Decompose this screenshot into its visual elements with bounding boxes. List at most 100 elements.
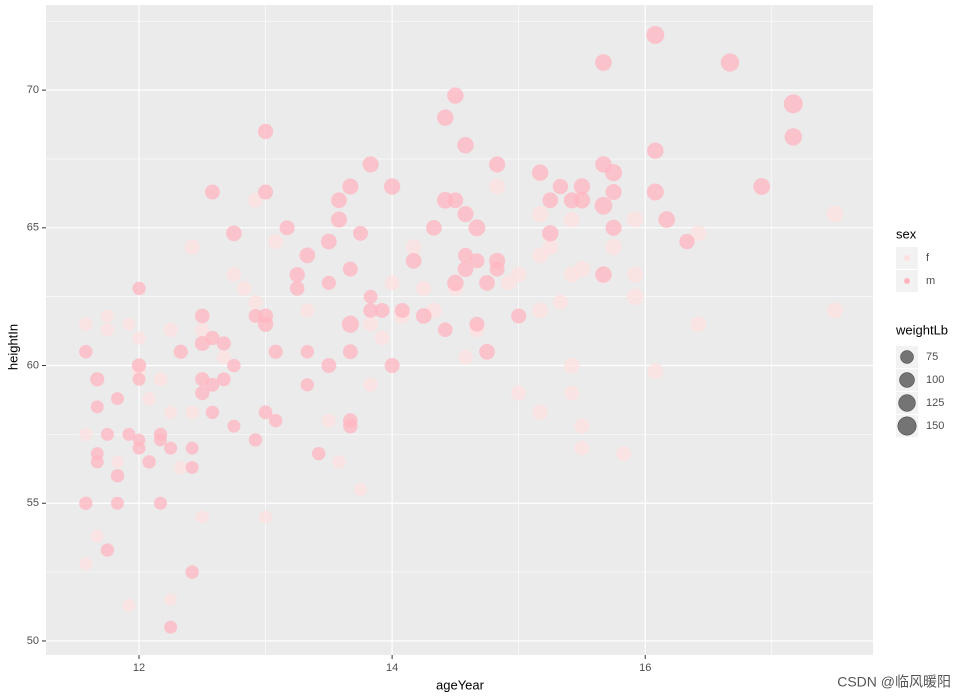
point bbox=[154, 496, 168, 510]
point bbox=[647, 142, 664, 159]
point bbox=[300, 378, 315, 392]
point bbox=[627, 211, 644, 228]
point bbox=[542, 239, 559, 255]
point bbox=[573, 178, 591, 195]
point bbox=[542, 192, 559, 209]
point bbox=[574, 440, 590, 456]
point bbox=[164, 620, 178, 634]
point bbox=[164, 405, 178, 419]
point bbox=[679, 233, 695, 250]
point bbox=[90, 529, 104, 543]
point bbox=[384, 275, 400, 291]
point bbox=[532, 404, 548, 421]
point bbox=[690, 316, 707, 333]
point bbox=[479, 343, 495, 360]
point bbox=[321, 275, 336, 291]
point bbox=[511, 308, 527, 324]
point bbox=[352, 225, 368, 241]
point bbox=[142, 455, 156, 469]
x-tick-label: 16 bbox=[639, 662, 651, 674]
point bbox=[132, 372, 146, 386]
y-axis-title: heightIn bbox=[5, 324, 20, 370]
legend-title: sex bbox=[896, 226, 917, 241]
point bbox=[131, 358, 147, 373]
point bbox=[100, 309, 114, 323]
x-axis-title: ageYear bbox=[436, 677, 485, 692]
point bbox=[111, 455, 124, 469]
point bbox=[658, 211, 676, 228]
point bbox=[405, 253, 422, 269]
point bbox=[405, 239, 422, 255]
point bbox=[342, 344, 358, 360]
point bbox=[574, 418, 590, 434]
point bbox=[132, 433, 146, 447]
point bbox=[79, 557, 93, 571]
point bbox=[595, 266, 612, 283]
point bbox=[216, 350, 231, 365]
point bbox=[205, 330, 220, 346]
point bbox=[458, 349, 473, 365]
size-legend-label: 150 bbox=[926, 420, 944, 432]
size-legend-swatch bbox=[897, 416, 917, 436]
point bbox=[720, 53, 740, 72]
size-legend-label: 75 bbox=[926, 351, 938, 363]
size-legend-swatch bbox=[900, 350, 914, 364]
point bbox=[363, 289, 378, 304]
point bbox=[457, 261, 474, 277]
point bbox=[79, 317, 93, 331]
point bbox=[154, 433, 168, 447]
point bbox=[289, 281, 305, 296]
point bbox=[510, 266, 527, 283]
point bbox=[79, 427, 93, 441]
point bbox=[247, 192, 263, 208]
legend-swatch bbox=[904, 255, 910, 261]
point bbox=[690, 225, 707, 242]
point bbox=[415, 308, 432, 324]
legend-swatch bbox=[904, 278, 910, 284]
point bbox=[204, 184, 220, 200]
point bbox=[289, 266, 305, 283]
point bbox=[248, 309, 263, 323]
point bbox=[268, 413, 283, 428]
point bbox=[827, 302, 843, 319]
point bbox=[783, 94, 803, 114]
point bbox=[185, 405, 199, 420]
point bbox=[122, 427, 136, 441]
point bbox=[331, 192, 347, 209]
point bbox=[469, 316, 485, 332]
point bbox=[100, 323, 115, 337]
point bbox=[447, 192, 464, 209]
point bbox=[458, 247, 474, 263]
point bbox=[447, 274, 464, 292]
point bbox=[258, 405, 273, 420]
point bbox=[489, 261, 505, 277]
point bbox=[532, 302, 549, 319]
panel bbox=[46, 5, 873, 655]
point bbox=[573, 192, 591, 209]
point bbox=[531, 164, 549, 181]
point bbox=[353, 482, 367, 496]
point bbox=[248, 433, 263, 447]
point bbox=[605, 183, 622, 201]
point bbox=[300, 345, 315, 359]
point bbox=[564, 385, 580, 401]
point bbox=[489, 156, 506, 173]
point bbox=[195, 510, 209, 524]
point bbox=[563, 211, 580, 228]
point bbox=[342, 261, 358, 277]
point bbox=[268, 344, 283, 359]
point bbox=[195, 322, 210, 337]
size-legend-title: weightLb bbox=[895, 322, 948, 337]
y-tick-label: 55 bbox=[27, 497, 39, 509]
point bbox=[194, 308, 210, 324]
point bbox=[647, 363, 664, 379]
point bbox=[753, 178, 771, 195]
y-tick-label: 65 bbox=[27, 222, 39, 234]
y-tick-label: 70 bbox=[27, 84, 39, 96]
point bbox=[332, 455, 346, 469]
point bbox=[185, 460, 199, 474]
point bbox=[163, 322, 178, 337]
point bbox=[227, 358, 241, 373]
point bbox=[374, 302, 390, 318]
